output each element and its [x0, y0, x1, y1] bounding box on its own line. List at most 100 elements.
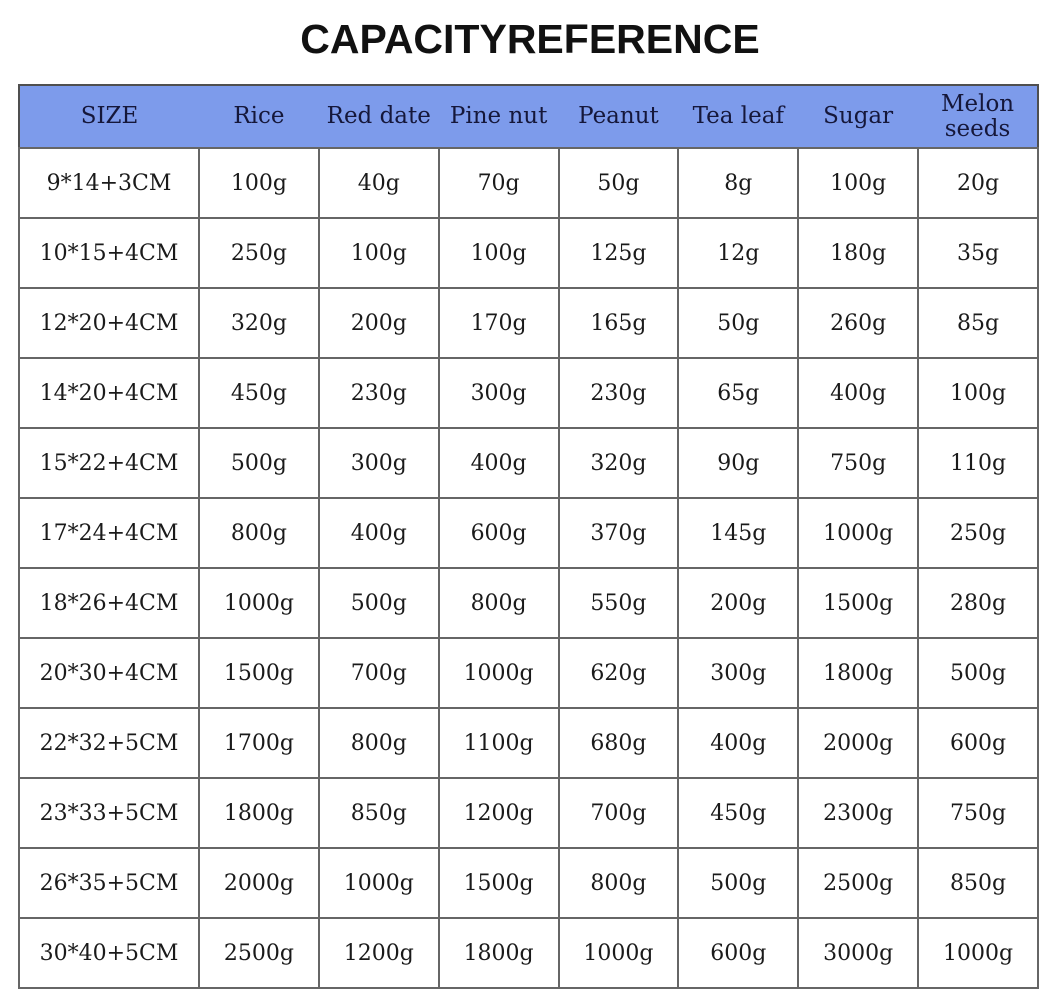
- size-cell: 18*26+4CM: [18, 567, 200, 639]
- capacity-cell: 165g: [557, 287, 680, 359]
- capacity-cell: 280g: [917, 567, 1039, 639]
- capacity-cell: 145g: [677, 497, 800, 569]
- capacity-cell: 1200g: [437, 777, 560, 849]
- table-row: 15*22+4CM 500g 300g 400g 320g 90g 750g 110g: [18, 427, 1039, 499]
- capacity-cell: 1000g: [317, 847, 440, 919]
- capacity-cell: 1000g: [198, 567, 320, 639]
- capacity-reference-table: SIZE Rice Red date Pine nut Peanut Tea leaf Su…: [18, 84, 1039, 989]
- capacity-cell: 90g: [677, 427, 800, 499]
- capacity-cell: 110g: [917, 427, 1039, 499]
- capacity-cell: 2300g: [797, 777, 920, 849]
- table-body: 9*14+3CM 100g 40g 70g 50g 8g 100g 20g 10*15+4CM 2…: [18, 147, 1039, 989]
- size-cell: 22*32+5CM: [18, 707, 200, 779]
- column-header-sugar: Sugar: [798, 85, 919, 148]
- capacity-cell: 180g: [797, 217, 920, 289]
- capacity-cell: 100g: [797, 147, 920, 219]
- capacity-cell: 500g: [917, 637, 1039, 709]
- capacity-cell: 12g: [677, 217, 800, 289]
- capacity-cell: 1800g: [437, 917, 560, 989]
- capacity-cell: 85g: [917, 287, 1039, 359]
- capacity-cell: 1500g: [198, 637, 320, 709]
- capacity-cell: 800g: [437, 567, 560, 639]
- column-header-pine-nut: Pine nut: [438, 85, 559, 148]
- capacity-cell: 750g: [917, 777, 1039, 849]
- size-cell: 12*20+4CM: [18, 287, 200, 359]
- table-row: 23*33+5CM 1800g 850g 1200g 700g 450g 2300g 750g: [18, 777, 1039, 849]
- column-header-rice: Rice: [199, 85, 319, 148]
- capacity-cell: 20g: [917, 147, 1039, 219]
- capacity-cell: 260g: [797, 287, 920, 359]
- size-cell: 30*40+5CM: [18, 917, 200, 989]
- capacity-cell: 680g: [557, 707, 680, 779]
- size-cell: 20*30+4CM: [18, 637, 200, 709]
- table-row: 30*40+5CM 2500g 1200g 1800g 1000g 600g 3000g 10…: [18, 917, 1039, 989]
- capacity-cell: 1500g: [437, 847, 560, 919]
- capacity-cell: 1800g: [797, 637, 920, 709]
- size-cell: 15*22+4CM: [18, 427, 200, 499]
- capacity-cell: 500g: [677, 847, 800, 919]
- capacity-cell: 100g: [917, 357, 1039, 429]
- capacity-cell: 125g: [557, 217, 680, 289]
- size-cell: 23*33+5CM: [18, 777, 200, 849]
- column-header-tea-leaf: Tea leaf: [678, 85, 799, 148]
- capacity-cell: 850g: [317, 777, 440, 849]
- table-row: 12*20+4CM 320g 200g 170g 165g 50g 260g 85g: [18, 287, 1039, 359]
- table-row: 26*35+5CM 2000g 1000g 1500g 800g 500g 2500g 850…: [18, 847, 1039, 919]
- size-cell: 10*15+4CM: [18, 217, 200, 289]
- table-header: SIZE Rice Red date Pine nut Peanut Tea leaf Su…: [19, 85, 1038, 148]
- capacity-cell: 550g: [557, 567, 680, 639]
- capacity-cell: 300g: [437, 357, 560, 429]
- capacity-cell: 370g: [557, 497, 680, 569]
- table-row: 9*14+3CM 100g 40g 70g 50g 8g 100g 20g: [18, 147, 1039, 219]
- capacity-cell: 450g: [198, 357, 320, 429]
- capacity-cell: 1000g: [437, 637, 560, 709]
- capacity-cell: 500g: [317, 567, 440, 639]
- table-row: 17*24+4CM 800g 400g 600g 370g 145g 1000g 250g: [18, 497, 1039, 569]
- capacity-cell: 2000g: [797, 707, 920, 779]
- capacity-cell: 2500g: [797, 847, 920, 919]
- capacity-cell: 450g: [677, 777, 800, 849]
- size-cell: 17*24+4CM: [18, 497, 200, 569]
- capacity-cell: 400g: [317, 497, 440, 569]
- capacity-cell: 320g: [198, 287, 320, 359]
- capacity-cell: 1000g: [557, 917, 680, 989]
- capacity-cell: 230g: [557, 357, 680, 429]
- capacity-cell: 800g: [317, 707, 440, 779]
- capacity-cell: 40g: [317, 147, 440, 219]
- capacity-cell: 230g: [317, 357, 440, 429]
- table-row: 14*20+4CM 450g 230g 300g 230g 65g 400g 100g: [18, 357, 1039, 429]
- capacity-cell: 800g: [198, 497, 320, 569]
- capacity-cell: 1700g: [198, 707, 320, 779]
- header-row: SIZE Rice Red date Pine nut Peanut Tea leaf Su…: [19, 85, 1038, 148]
- capacity-cell: 620g: [557, 637, 680, 709]
- capacity-cell: 300g: [317, 427, 440, 499]
- capacity-cell: 1000g: [917, 917, 1039, 989]
- capacity-cell: 65g: [677, 357, 800, 429]
- capacity-cell: 1100g: [437, 707, 560, 779]
- size-cell: 26*35+5CM: [18, 847, 200, 919]
- column-header-red-date: Red date: [318, 85, 439, 148]
- table-row: 20*30+4CM 1500g 700g 1000g 620g 300g 1800g 500g: [18, 637, 1039, 709]
- capacity-cell: 200g: [677, 567, 800, 639]
- capacity-cell: 1800g: [198, 777, 320, 849]
- capacity-cell: 700g: [317, 637, 440, 709]
- capacity-cell: 1000g: [797, 497, 920, 569]
- table-row: 10*15+4CM 250g 100g 100g 125g 12g 180g 35g: [18, 217, 1039, 289]
- capacity-cell: 320g: [557, 427, 680, 499]
- capacity-cell: 170g: [437, 287, 560, 359]
- capacity-cell: 1200g: [317, 917, 440, 989]
- capacity-cell: 400g: [677, 707, 800, 779]
- capacity-cell: 2000g: [198, 847, 320, 919]
- capacity-cell: 400g: [797, 357, 920, 429]
- capacity-cell: 300g: [677, 637, 800, 709]
- capacity-cell: 2500g: [198, 917, 320, 989]
- capacity-cell: 500g: [198, 427, 320, 499]
- page-title: CAPACITYREFERENCE: [300, 16, 760, 62]
- capacity-cell: 250g: [917, 497, 1039, 569]
- capacity-cell: 800g: [557, 847, 680, 919]
- capacity-cell: 100g: [317, 217, 440, 289]
- capacity-cell: 250g: [198, 217, 320, 289]
- capacity-cell: 3000g: [797, 917, 920, 989]
- table-row: 22*32+5CM 1700g 800g 1100g 680g 400g 2000g 600g: [18, 707, 1039, 779]
